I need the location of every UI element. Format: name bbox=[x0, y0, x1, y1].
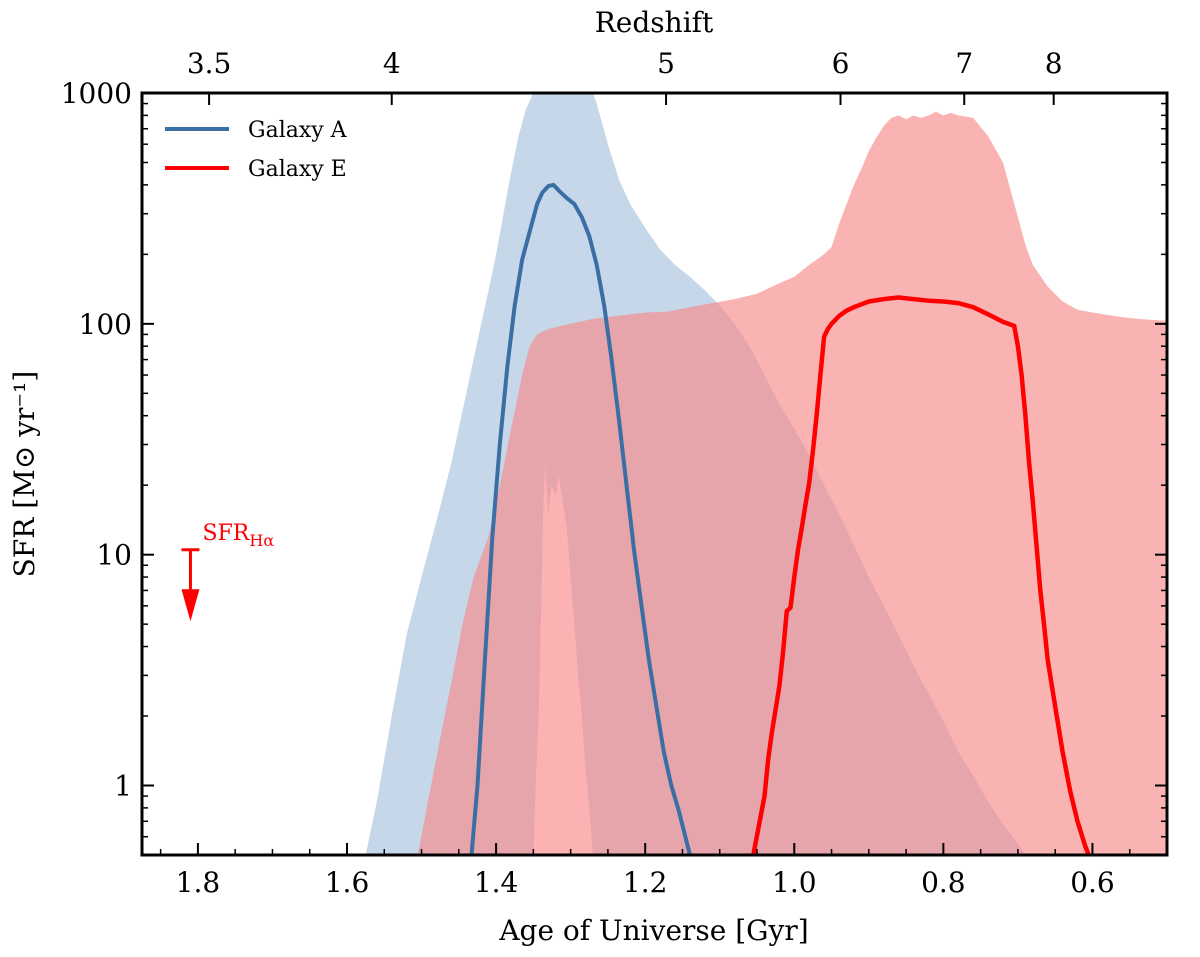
y-tick-label: 1 bbox=[114, 770, 132, 803]
galaxy-a-line bbox=[469, 182, 692, 855]
sfr-lines bbox=[469, 182, 1091, 855]
galaxy-e-band-inner bbox=[533, 462, 593, 855]
x-tick-label: 1.0 bbox=[772, 866, 817, 899]
legend: Galaxy A Galaxy E bbox=[165, 118, 348, 182]
limit-arrow-head bbox=[181, 589, 200, 622]
x-tick-label: 1.8 bbox=[176, 866, 221, 899]
legend-label-galaxy-e: Galaxy E bbox=[248, 157, 347, 182]
y-axis-title: SFR [M⊙ yr⁻¹] bbox=[8, 371, 41, 578]
legend-label-galaxy-a: Galaxy A bbox=[248, 118, 348, 143]
x-axis-title: Age of Universe [Gyr] bbox=[498, 914, 808, 947]
plot-frame bbox=[140, 91, 1169, 857]
axis-ticks: 1.8 1.6 1.4 1.2 1.0 0.8 0.6 1 10 100 1000 3.5 4 5 6 7 8 bbox=[61, 47, 1167, 899]
x-tick-label: 0.8 bbox=[921, 866, 966, 899]
galaxy-e-band bbox=[417, 111, 1167, 855]
top-axis-title: Redshift bbox=[595, 6, 714, 39]
top-tick-label: 5 bbox=[657, 47, 675, 80]
x-tick-label: 1.6 bbox=[325, 866, 370, 899]
x-tick-label: 1.2 bbox=[623, 866, 668, 899]
top-tick-label: 7 bbox=[955, 47, 973, 80]
top-tick-label: 8 bbox=[1045, 47, 1063, 80]
limit-label: SFRHα bbox=[202, 521, 274, 550]
sfr-halpha-limit: SFRHα bbox=[181, 521, 274, 622]
y-tick-label: 100 bbox=[79, 308, 132, 341]
x-tick-label: 0.6 bbox=[1070, 866, 1115, 899]
uncertainty-bands bbox=[365, 93, 1167, 855]
top-tick-label: 3.5 bbox=[187, 47, 232, 80]
y-tick-label: 1000 bbox=[61, 77, 132, 110]
galaxy-e-line bbox=[751, 295, 1091, 855]
top-tick-label: 6 bbox=[832, 47, 850, 80]
y-tick-label: 10 bbox=[96, 539, 132, 572]
limit-label-subscript: Hα bbox=[249, 531, 274, 550]
top-tick-label: 4 bbox=[383, 47, 401, 80]
x-tick-label: 1.4 bbox=[474, 866, 519, 899]
